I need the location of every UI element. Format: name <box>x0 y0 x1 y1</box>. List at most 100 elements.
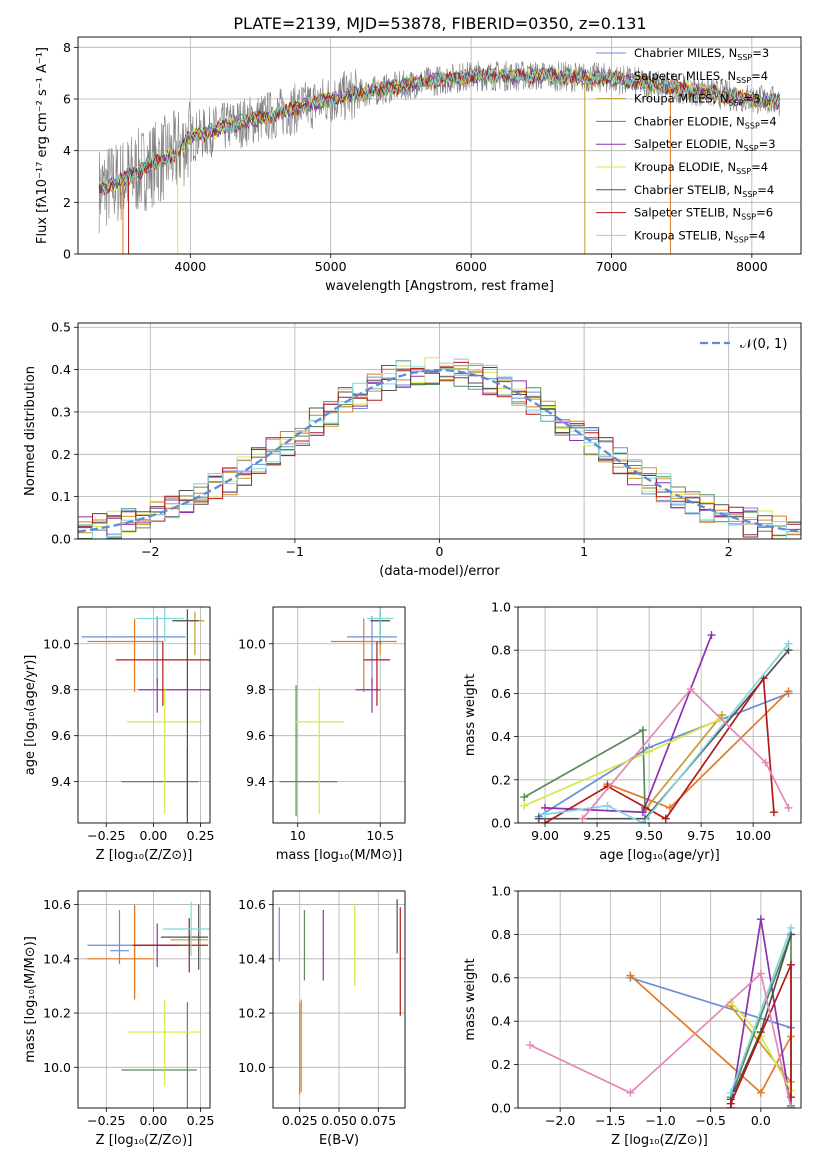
y-tick-label: 9.8 <box>246 682 266 697</box>
model-spectrum <box>98 66 781 199</box>
x-tick-label: 9.75 <box>687 828 715 843</box>
x-tick-label: 0.00 <box>140 828 168 843</box>
y-tick-label: 4 <box>63 143 71 158</box>
y-tick-label: 0.6 <box>491 970 511 985</box>
y-tick-label: 10.0 <box>43 1060 71 1075</box>
y-tick-label: 10.0 <box>238 1060 266 1075</box>
x-tick-label: 0.075 <box>360 1113 396 1128</box>
legend-subscript: SSP <box>742 190 757 199</box>
legend-entry: Salpeter STELIB, NSSP=6 <box>634 206 773 222</box>
panel-mass-weight-vs-age: 9.00 9.25 9.50 9.75 10.00 0.0 0.2 0.4 0.6 0.8 1.0 a… <box>463 600 802 863</box>
series-marker <box>784 687 793 696</box>
series-marker <box>726 1099 735 1108</box>
series-marker <box>645 747 654 756</box>
y-tick-label: 8 <box>63 40 71 55</box>
y-tick-label: 9.8 <box>51 682 71 697</box>
y-tick-label: 0 <box>63 247 71 262</box>
error-bar-point <box>132 918 209 973</box>
x-tick-label: 9.50 <box>635 828 663 843</box>
series-line <box>644 714 723 811</box>
legend-nssp: =4 <box>749 228 766 242</box>
series-marker <box>638 726 647 735</box>
error-bar-point <box>172 609 199 823</box>
weight-series <box>726 960 795 1108</box>
legend-nssp: =3 <box>759 137 776 151</box>
series-marker <box>578 814 587 823</box>
x-axis-label: mass [log₁₀(M/M⊙)] <box>276 848 403 863</box>
y-tick-label: 1.0 <box>491 600 511 615</box>
series-marker <box>707 631 716 640</box>
x-tick-label: 4000 <box>174 259 206 274</box>
axes-frame <box>77 890 211 1109</box>
series-marker <box>756 1088 765 1097</box>
series-marker <box>661 814 670 823</box>
y-tick-label: 0.6 <box>491 686 511 701</box>
y-tick-label: 10.6 <box>238 897 266 912</box>
series-marker <box>756 969 765 978</box>
normal-reference-curve <box>78 368 799 533</box>
legend-entry: Chabrier MILES, NSSP=3 <box>634 46 769 62</box>
series-marker <box>786 960 795 969</box>
legend-nssp: =6 <box>756 206 773 220</box>
error-bar-point <box>87 618 163 693</box>
plot-area <box>518 607 801 823</box>
legend-entry: 𝒩(0, 1) <box>740 337 787 352</box>
y-tick-label: 9.4 <box>51 774 71 789</box>
panel-residuals: 𝒩(0, 1) −2 −1 0 1 2 0.0 0.1 0.2 0.3 0.4 0.5 (data-mo… <box>23 320 802 579</box>
error-bar-point <box>87 904 154 1000</box>
x-tick-label: 0.0 <box>751 1113 771 1128</box>
x-axis-label: age [log₁₀(age/yr)] <box>599 848 720 863</box>
legend-nssp: =4 <box>757 183 774 197</box>
error-bar-point <box>110 909 129 965</box>
legend-spectrum: Chabrier MILES, NSSP=3 Salpeter MILES, NS… <box>596 46 777 244</box>
legend-entry: Chabrier ELODIE, NSSP=4 <box>634 114 777 130</box>
y-tick-label: 2 <box>63 195 71 210</box>
x-tick-label: 5000 <box>315 259 347 274</box>
histogram-series <box>78 360 801 539</box>
y-tick-label: 10.0 <box>238 636 266 651</box>
y-tick-label: 10.0 <box>43 636 71 651</box>
series-line <box>529 971 792 1108</box>
x-tick-label: 6000 <box>455 259 487 274</box>
y-tick-label: 0.8 <box>491 643 511 658</box>
y-tick-label: 0.2 <box>491 1057 511 1072</box>
legend-nssp: =3 <box>744 92 761 106</box>
legend-entry: Kroupa ELODIE, NSSP=4 <box>634 160 768 176</box>
y-axis-label: Normed distribution <box>23 366 38 496</box>
legend-entry: Salpeter ELODIE, NSSP=3 <box>634 137 776 153</box>
y-tick-label: 9.6 <box>51 728 71 743</box>
plots-layer: Chabrier MILES, NSSP=3 Salpeter MILES, NS… <box>23 36 802 1148</box>
x-tick-label: 9.00 <box>531 828 559 843</box>
panel-mass-vs-ebv: 0.025 0.050 0.075 10.0 10.2 10.4 10.6 E(B-V) <box>238 890 406 1148</box>
legend-subscript: SSP <box>736 167 751 176</box>
y-tick-label: 0.2 <box>51 447 71 462</box>
error-bar-point <box>347 616 397 683</box>
series-marker <box>786 923 795 932</box>
x-axis-label: Z [log₁₀(Z/Z⊙)] <box>96 1133 193 1148</box>
series-marker <box>686 685 695 694</box>
x-tick-label: 2 <box>725 544 733 559</box>
error-bar-point <box>160 904 209 970</box>
legend-nssp: =3 <box>752 46 769 60</box>
axes-frame <box>517 890 802 1109</box>
series-marker <box>534 814 543 823</box>
legend-subscript: SSP <box>744 144 759 153</box>
series-marker <box>756 915 765 924</box>
weight-series <box>640 711 726 815</box>
x-tick-label: 0.025 <box>282 1113 318 1128</box>
y-axis-label: Flux [fλ10⁻¹⁷ erg cm⁻² s⁻¹ A⁻¹] <box>35 47 50 244</box>
y-tick-label: 10.4 <box>43 951 71 966</box>
x-tick-label: −0.25 <box>87 828 125 843</box>
series-marker <box>626 1088 635 1097</box>
series-marker <box>638 819 647 823</box>
y-axis-label: mass weight <box>463 674 478 756</box>
weight-series <box>526 969 795 1108</box>
series-marker <box>626 971 635 980</box>
x-tick-label: 10 <box>290 828 306 843</box>
y-tick-label: 9.6 <box>246 728 266 743</box>
x-axis-label: Z [log₁₀(Z/Z⊙)] <box>96 848 193 863</box>
y-tick-label: 0.0 <box>51 532 71 547</box>
legend-nssp: =4 <box>760 114 777 128</box>
series-marker <box>717 711 726 719</box>
legend-nssp: =4 <box>751 160 768 174</box>
